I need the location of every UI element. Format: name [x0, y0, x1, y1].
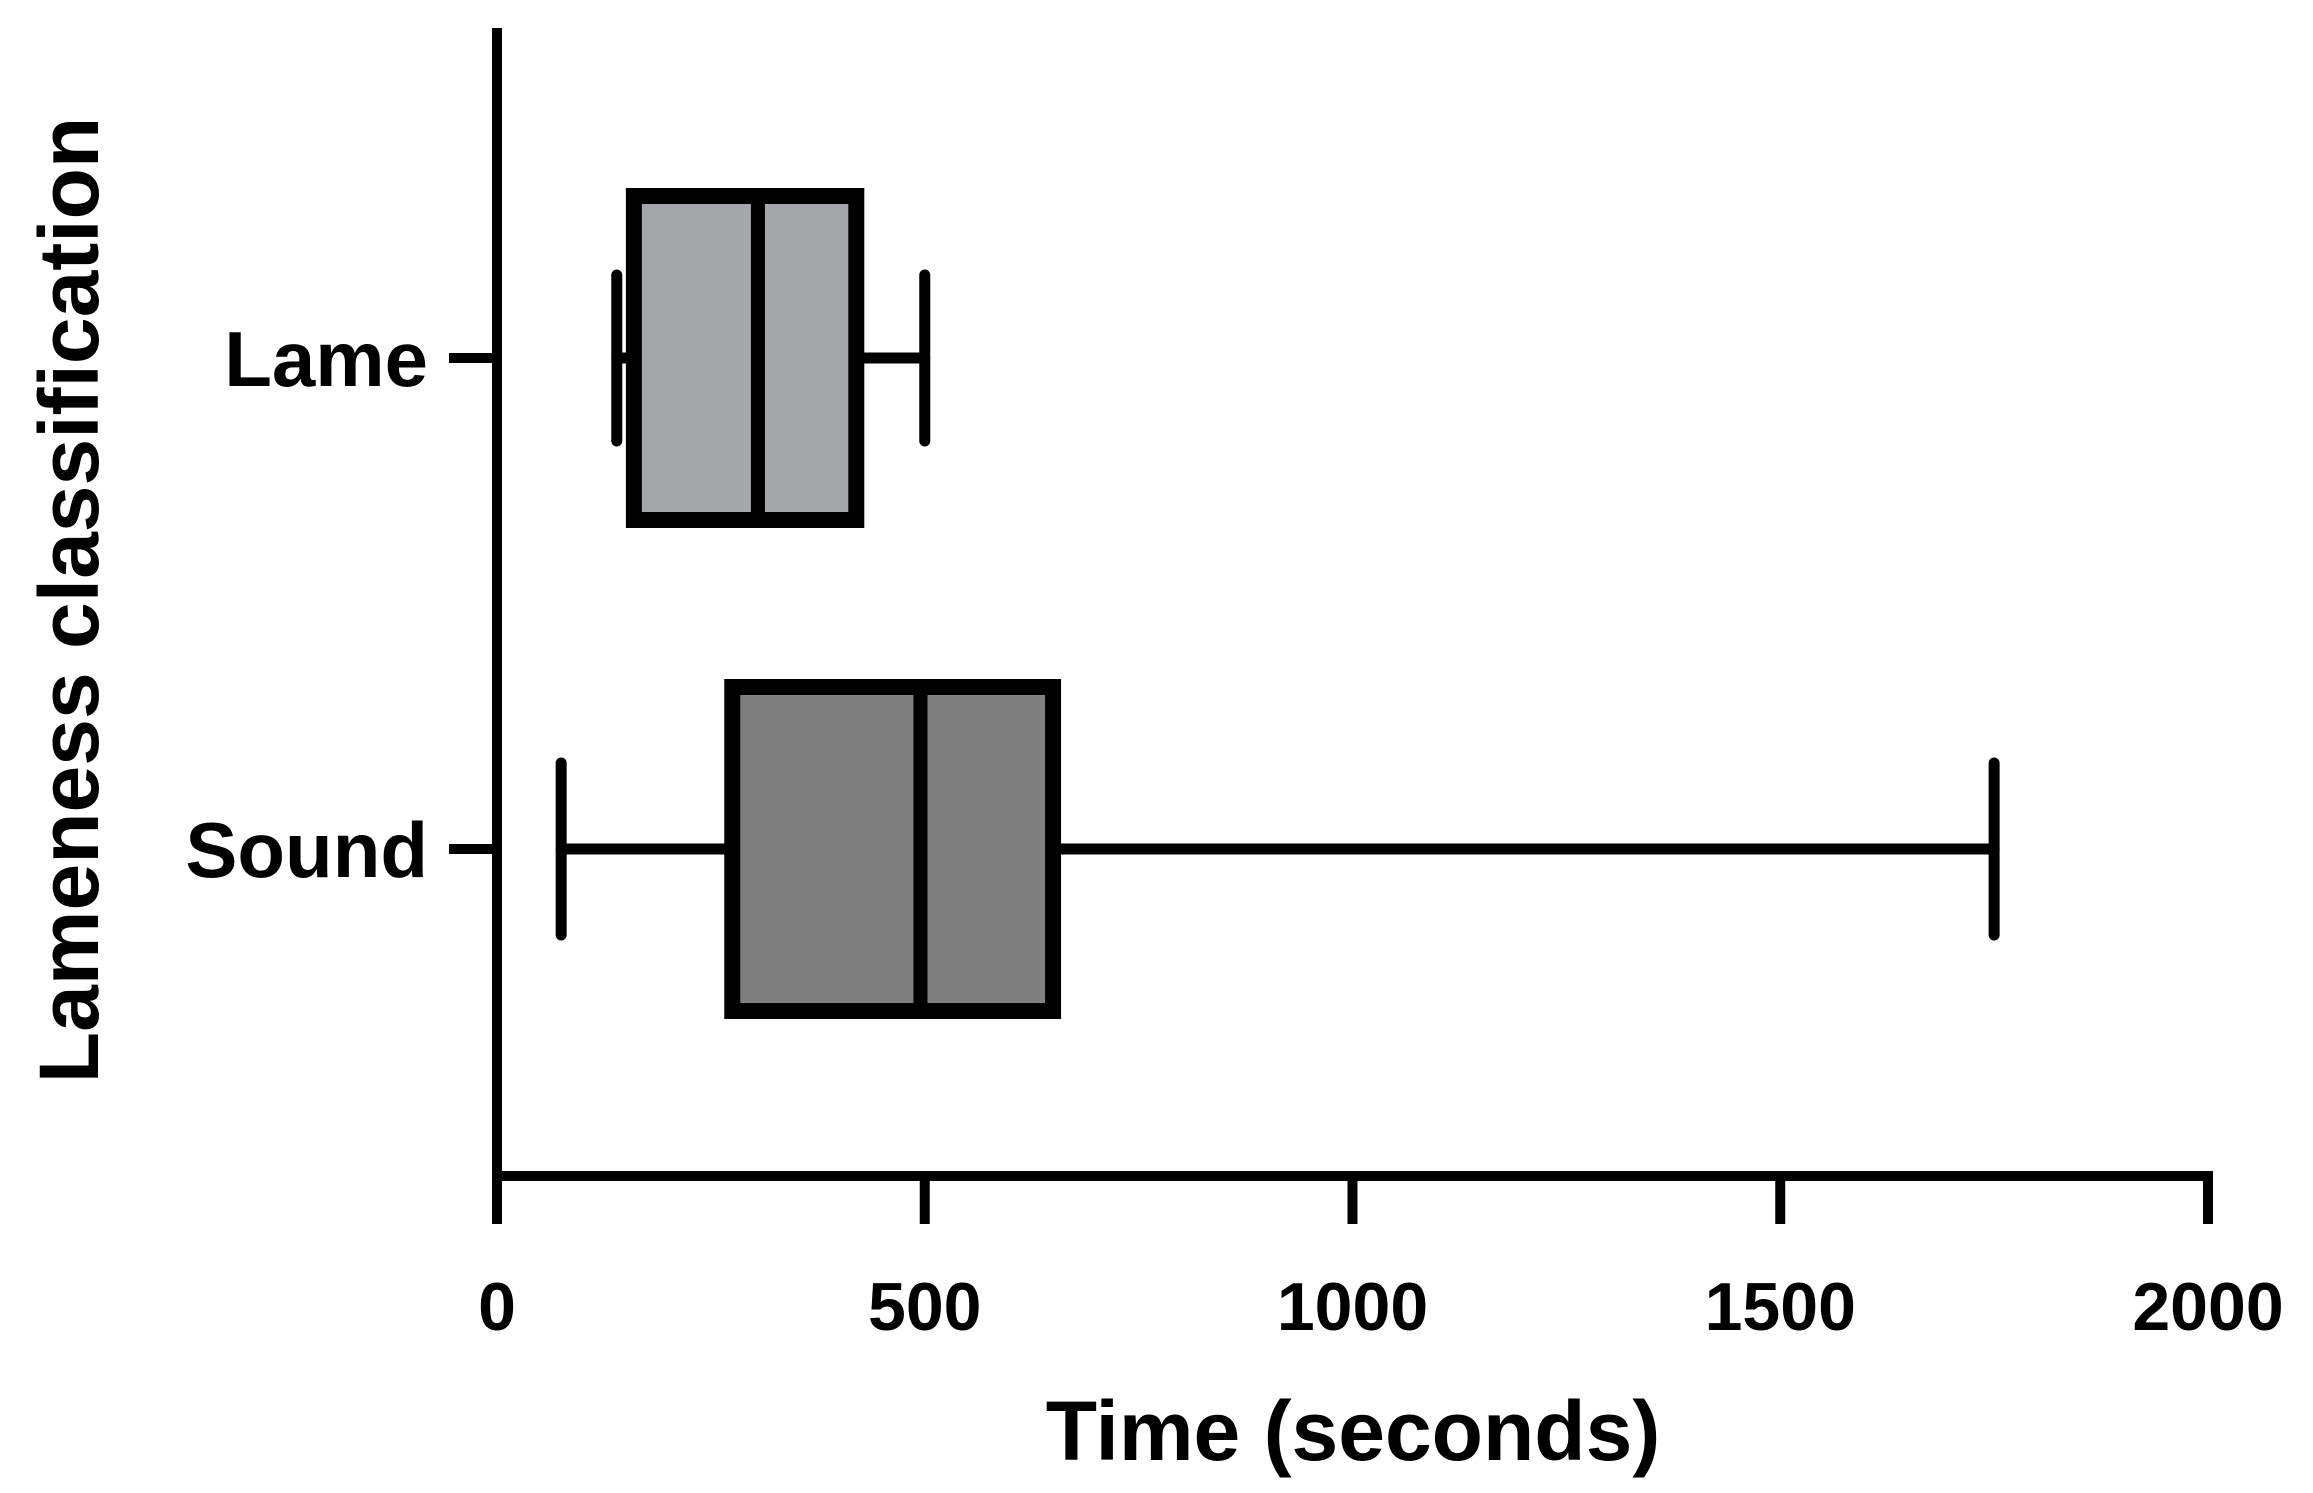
- x-tick-label-2000: 2000: [2132, 1269, 2283, 1345]
- y-tick-label-lame: Lame: [224, 315, 428, 403]
- box-series: [555, 188, 2000, 1019]
- box-lame: [611, 188, 931, 528]
- iqr-box-sound: [724, 679, 1062, 1019]
- box-sound: [555, 679, 2000, 1019]
- x-axis-title: Time (seconds): [1046, 1384, 1661, 1478]
- x-axis-ticks: 0 500 1000 1500 2000: [478, 1176, 2284, 1345]
- x-tick-label-0: 0: [478, 1269, 516, 1345]
- y-axis-title: Lameness classification: [22, 117, 116, 1083]
- x-tick-label-1000: 1000: [1277, 1269, 1428, 1345]
- y-axis-ticks: Lame Sound: [185, 315, 497, 894]
- x-tick-label-1500: 1500: [1705, 1269, 1856, 1345]
- iqr-box-lame: [625, 188, 865, 528]
- y-tick-label-sound: Sound: [185, 806, 428, 894]
- x-tick-label-500: 500: [868, 1269, 981, 1345]
